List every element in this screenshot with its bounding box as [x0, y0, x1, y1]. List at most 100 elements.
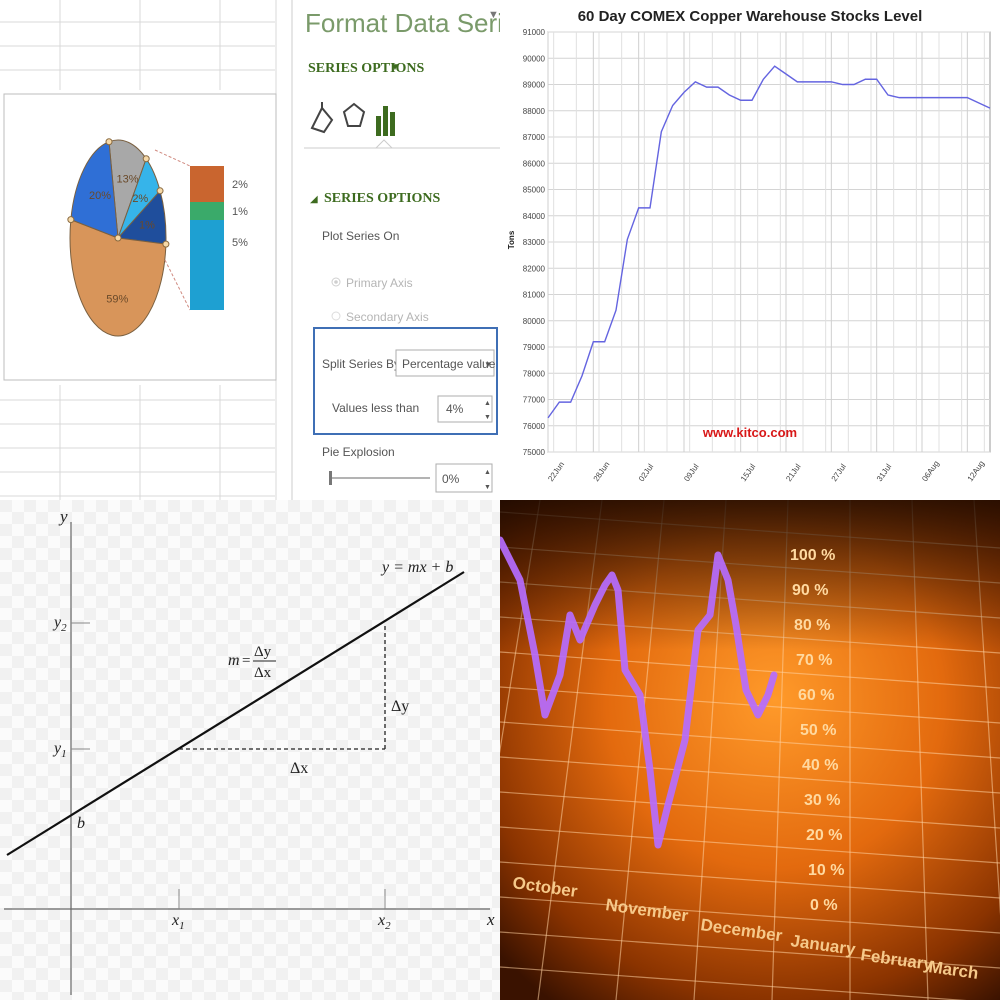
split-series-by-label: Split Series By	[322, 357, 400, 371]
y1-subscript: 1	[61, 748, 67, 760]
selection-handle[interactable]	[105, 138, 113, 146]
spin-up-icon[interactable]: ▲	[484, 469, 491, 476]
pie-slice-label: 59%	[106, 293, 128, 305]
primary-axis-radio[interactable]	[331, 277, 341, 287]
percent-label: 60 %	[798, 687, 834, 704]
x-tick-label: 31Jul	[875, 462, 893, 483]
bar-segment[interactable]	[190, 166, 224, 202]
y-tick-label: 78000	[523, 369, 546, 378]
y-tick-label: 84000	[523, 212, 546, 221]
primary-axis-label: Primary Axis	[346, 276, 413, 290]
effects-icon[interactable]	[342, 102, 366, 127]
selection-handle[interactable]	[142, 155, 150, 163]
x-tick-label: 09Jul	[682, 462, 700, 483]
selection-handle[interactable]	[162, 240, 170, 248]
delta-y-label: Δy	[391, 698, 409, 715]
percent-label: 20 %	[806, 827, 842, 844]
chevron-down-icon[interactable]: ▼	[390, 62, 400, 73]
y-tick-label: 88000	[523, 107, 546, 116]
chart-grid	[547, 31, 991, 453]
x-tick-label: 12Aug	[966, 459, 987, 483]
bar-of-pie-connectors	[154, 149, 191, 311]
slope-m-label: m	[228, 652, 240, 669]
selection-handle[interactable]	[114, 234, 122, 242]
price-line	[500, 536, 778, 849]
y-tick-label: 79000	[523, 343, 546, 352]
bar-of-pie[interactable]: 2% 1% 5%	[190, 166, 248, 310]
y-tick-label: 81000	[523, 291, 546, 300]
y-tick-label: 91000	[523, 28, 546, 37]
svg-text:x1: x1	[171, 912, 185, 932]
spin-down-icon[interactable]: ▼	[484, 484, 491, 491]
x1-subscript: 1	[179, 920, 185, 932]
secondary-axis-radio[interactable]	[331, 311, 341, 321]
collapse-triangle-icon[interactable]: ◢	[310, 194, 318, 205]
spreadsheet-grid	[0, 0, 277, 500]
line-equation: y = mx + b	[380, 559, 453, 576]
y-axis-ticks: 75000 76000 77000 78000 79000 80000 81000 82000…	[523, 28, 546, 457]
percent-label: 0 %	[810, 897, 838, 914]
pie-chart[interactable]: 13% 2% 1% 59% 20%	[67, 138, 170, 337]
delta-x-label: Δx	[290, 760, 308, 777]
y-tick-label: 82000	[523, 264, 546, 273]
bar-segment-label: 5%	[232, 237, 248, 249]
x-tick-label: 22Jun	[546, 460, 566, 483]
pane-title: Format Data Series	[305, 8, 500, 38]
chart-title: 60 Day COMEX Copper Warehouse Stocks Lev…	[578, 8, 923, 25]
y-tick-label: 87000	[523, 133, 546, 142]
slider-handle[interactable]	[329, 471, 332, 485]
copper-chart-panel: 60 Day COMEX Copper Warehouse Stocks Lev…	[500, 0, 1000, 500]
pie-explosion-label: Pie Explosion	[322, 445, 395, 459]
split-series-by-value: Percentage value	[402, 357, 496, 371]
y-tick-label: 75000	[523, 448, 546, 457]
pie-slice[interactable]	[69, 218, 167, 337]
y2-subscript: 2	[61, 622, 67, 634]
pie-slice[interactable]	[70, 141, 119, 239]
y-tick-label: 80000	[523, 317, 546, 326]
spin-up-icon[interactable]: ▲	[484, 400, 491, 407]
slope-equals: =	[242, 653, 250, 669]
plot-series-on-label: Plot Series On	[322, 229, 399, 243]
select-chevron-icon[interactable]: ▼	[484, 360, 492, 369]
x-tick-label: 15Jul	[739, 462, 757, 483]
intercept-label: b	[77, 815, 85, 832]
slope-numerator: Δy	[254, 644, 272, 660]
series-options-icon[interactable]	[376, 106, 395, 136]
percent-label: 50 %	[800, 722, 836, 739]
fill-line-icon[interactable]	[310, 102, 334, 134]
svg-text:y2: y2	[52, 614, 67, 634]
series-options-section[interactable]: SERIES OPTIONS	[324, 191, 441, 206]
slope-denominator: Δx	[254, 665, 272, 681]
percent-label: 100 %	[790, 547, 835, 564]
percent-labels: 100 % 90 % 80 % 70 % 60 % 50 % 40 % 30 % 20 % 10 …	[790, 547, 844, 914]
x2-subscript: 2	[385, 920, 391, 932]
excel-format-panel: 13%2%1%59%20% 2%1%5% Format Data Series …	[0, 0, 500, 500]
source-label: www.kitco.com	[702, 425, 797, 440]
y-tick-label: 90000	[523, 54, 546, 63]
y-tick-label: 86000	[523, 159, 546, 168]
pie-slice-label: 2%	[132, 193, 148, 205]
bar-segment[interactable]	[190, 202, 224, 220]
values-less-than-value: 4%	[446, 402, 464, 416]
split-series-box	[313, 327, 498, 435]
selection-handle[interactable]	[156, 187, 164, 195]
selection-handle[interactable]	[67, 216, 75, 224]
pane-menu-icon[interactable]: ▼	[488, 9, 499, 21]
svg-text:x2: x2	[377, 912, 391, 932]
x-axis-label: x	[486, 910, 495, 929]
svg-text:y1: y1	[52, 740, 67, 760]
y-tick-label: 83000	[523, 238, 546, 247]
regression-line	[6, 571, 465, 856]
split-series-by-select[interactable]	[395, 349, 495, 377]
x1-label: x	[171, 912, 179, 929]
pie-explosion-input[interactable]	[435, 463, 493, 493]
bar-segment[interactable]	[190, 220, 224, 310]
y-tick-label: 76000	[523, 422, 546, 431]
values-less-than-input[interactable]	[437, 395, 493, 423]
spin-down-icon[interactable]: ▼	[484, 414, 491, 421]
series-options-dropdown[interactable]: SERIES OPTIONS	[308, 61, 425, 76]
finance-photo-panel: 100 % 90 % 80 % 70 % 60 % 50 % 40 % 30 % 20 % 10 …	[500, 500, 1000, 1000]
percent-label: 70 %	[796, 652, 832, 669]
x-tick-label: 06Aug	[920, 459, 941, 483]
y-tick-label: 85000	[523, 186, 546, 195]
